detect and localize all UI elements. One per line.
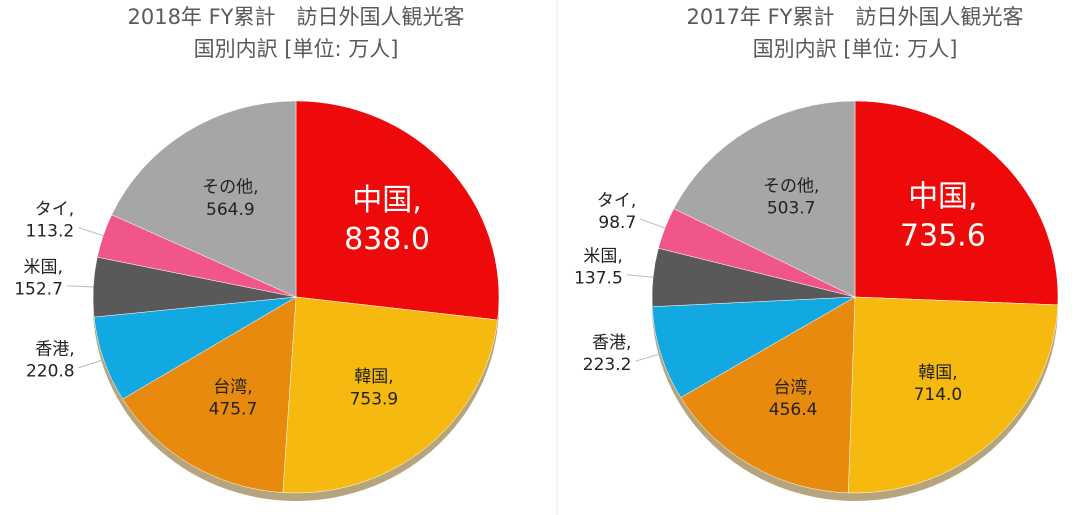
- slice-label: 米国, 137.5: [574, 246, 623, 288]
- chart-title: 2018年 FY累計 訪日外国人観光客: [127, 5, 464, 29]
- leader-line: [78, 227, 104, 237]
- slice-value: 564.9: [206, 200, 255, 220]
- slice-category: 香港,: [35, 340, 74, 360]
- leader-line: [626, 274, 654, 278]
- slice-category: 米国,: [24, 257, 63, 277]
- slice-label: その他, 503.7: [763, 177, 819, 219]
- slice-category: 台湾,: [213, 377, 252, 397]
- slice-label: 香港, 220.8: [26, 340, 75, 382]
- slice-label: 台湾, 456.4: [769, 378, 818, 420]
- pie-slice: [854, 100, 1059, 306]
- slice-category: その他,: [763, 177, 819, 197]
- slice-label: 台湾, 475.7: [209, 377, 258, 419]
- pie-slice: [295, 100, 500, 321]
- slice-value: 714.0: [914, 385, 963, 405]
- slice-value: 98.7: [598, 213, 636, 233]
- pie-slice: [122, 296, 297, 493]
- leader-line: [635, 353, 661, 362]
- slice-value: 753.9: [350, 389, 399, 409]
- slice-label: タイ, 98.7: [597, 191, 636, 233]
- slice-category: タイ,: [597, 191, 636, 211]
- slice-label: 中国, 735.6: [900, 179, 986, 253]
- slice-label: 香港, 223.2: [583, 333, 632, 375]
- slice-value: 456.4: [769, 400, 818, 420]
- slice-value: 475.7: [209, 400, 258, 420]
- slice-category: 米国,: [583, 246, 622, 266]
- pie-slice: [848, 296, 1059, 494]
- chart-subtitle: 国別内訳 [単位: 万人]: [194, 37, 399, 61]
- chart-subtitle: 国別内訳 [単位: 万人]: [753, 37, 958, 61]
- slice-category: タイ,: [35, 199, 74, 219]
- slice-label: その他, 564.9: [202, 178, 258, 220]
- leader-line: [640, 218, 666, 229]
- slice-category: 香港,: [592, 333, 631, 353]
- leader-line: [66, 285, 94, 288]
- slice-value: 137.5: [574, 269, 623, 289]
- pie-slice: [282, 296, 498, 494]
- slice-label: 韓国, 753.9: [350, 367, 399, 409]
- slice-label: 韓国, 714.0: [914, 363, 963, 405]
- slice-value: 220.8: [26, 362, 75, 382]
- slice-category: 韓国,: [918, 363, 957, 383]
- pie-slice: [673, 100, 856, 298]
- slice-category: その他,: [202, 178, 258, 198]
- pie-slice: [680, 296, 856, 494]
- pie-slice: [651, 296, 856, 398]
- chart-title: 2017年 FY累計 訪日外国人観光客: [686, 5, 1023, 29]
- slice-category: 台湾,: [773, 378, 812, 398]
- slice-label: 米国, 152.7: [14, 257, 63, 299]
- slice-value: 223.2: [583, 355, 632, 375]
- slice-value: 113.2: [26, 221, 75, 241]
- slice-category: 韓国,: [354, 367, 393, 387]
- leader-line: [78, 359, 104, 369]
- slice-label: タイ, 113.2: [26, 199, 75, 241]
- slice-value: 503.7: [767, 199, 816, 219]
- pie-slice: [111, 100, 297, 298]
- slice-value: 735.6: [900, 218, 986, 253]
- slice-value: 152.7: [14, 280, 63, 300]
- slice-category: 中国,: [352, 182, 422, 217]
- slice-label: 中国, 838.0: [344, 182, 430, 256]
- slice-value: 838.0: [344, 221, 430, 256]
- slice-category: 中国,: [908, 179, 978, 214]
